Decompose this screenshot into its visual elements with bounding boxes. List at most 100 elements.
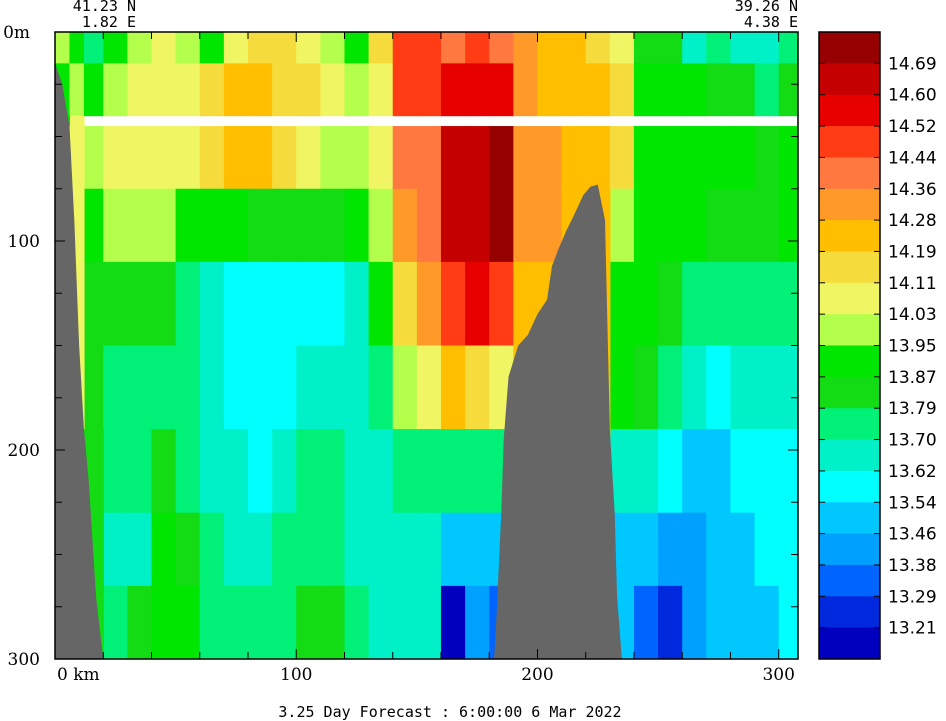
field-cell bbox=[440, 126, 466, 190]
field-cell bbox=[368, 32, 394, 64]
field-cell bbox=[247, 512, 273, 587]
field-cell bbox=[199, 512, 225, 587]
colorbar-swatch bbox=[819, 94, 880, 127]
field-cell bbox=[344, 32, 370, 64]
field-cell bbox=[513, 126, 539, 190]
field-cell bbox=[754, 261, 780, 347]
field-cell bbox=[561, 126, 587, 190]
field-cell bbox=[392, 188, 418, 263]
field-cell bbox=[416, 345, 442, 430]
colorbar: 14.69 14.60 14.52 14.44 14.36 14.28 14.19 14.11… bbox=[818, 31, 937, 660]
field-cell bbox=[392, 345, 418, 430]
field-cell bbox=[368, 585, 394, 659]
field-cell bbox=[320, 126, 346, 190]
field-cell bbox=[223, 32, 249, 64]
field-cell bbox=[465, 32, 490, 64]
field-cell bbox=[682, 585, 707, 659]
field-cell bbox=[416, 512, 442, 587]
field-cell bbox=[730, 585, 756, 659]
field-cell bbox=[730, 126, 756, 190]
seafloor-shelf-left bbox=[55, 32, 104, 659]
field-cell bbox=[537, 32, 563, 64]
field-cell bbox=[272, 512, 297, 587]
field-cell bbox=[778, 126, 798, 190]
field-cell bbox=[440, 345, 466, 430]
field-cell bbox=[127, 429, 153, 514]
colorbar-label: 14.60 bbox=[888, 86, 937, 106]
colorbar-label: 14.11 bbox=[888, 274, 937, 294]
field-cell bbox=[658, 188, 683, 263]
field-cell bbox=[247, 585, 273, 659]
corner-right-lon: 4.38 E bbox=[744, 13, 798, 31]
colorbar-label: 13.38 bbox=[888, 556, 937, 576]
field-cell bbox=[465, 126, 490, 190]
field-cell bbox=[247, 126, 273, 190]
field-cell bbox=[585, 126, 611, 190]
field-cell bbox=[706, 63, 732, 117]
y-surface-label: 0m bbox=[3, 23, 30, 43]
field-cell bbox=[633, 345, 659, 430]
x-tick-label: 100 bbox=[280, 665, 312, 685]
temperature-field bbox=[55, 32, 798, 659]
field-cell bbox=[416, 32, 442, 64]
field-cell bbox=[103, 512, 128, 587]
field-cell bbox=[778, 512, 798, 587]
field-cell bbox=[223, 261, 249, 347]
field-cell bbox=[633, 261, 659, 347]
field-cell bbox=[392, 63, 418, 117]
field-cell bbox=[103, 261, 128, 347]
field-cell bbox=[754, 126, 780, 190]
field-cell bbox=[199, 585, 225, 659]
field-cell bbox=[368, 261, 394, 347]
field-cell bbox=[296, 126, 321, 190]
field-cell bbox=[633, 32, 659, 64]
field-cell bbox=[199, 429, 225, 514]
field-cell bbox=[730, 345, 756, 430]
colorbar-label: 14.69 bbox=[888, 54, 937, 74]
field-cell bbox=[127, 32, 153, 64]
colorbar-swatch bbox=[819, 408, 880, 441]
colorbar-label: 13.62 bbox=[888, 462, 937, 482]
field-cell bbox=[778, 429, 798, 514]
field-cell bbox=[609, 126, 635, 190]
field-cell bbox=[320, 345, 346, 430]
field-cell bbox=[344, 429, 370, 514]
field-cell bbox=[682, 345, 707, 430]
field-cell bbox=[489, 126, 514, 190]
field-cell bbox=[778, 63, 798, 117]
colorbar-swatch bbox=[819, 533, 880, 566]
colorbar-label: 13.46 bbox=[888, 525, 937, 545]
field-cell bbox=[296, 345, 321, 430]
field-cell bbox=[103, 429, 128, 514]
field-cell bbox=[440, 512, 466, 587]
field-cell bbox=[296, 63, 321, 117]
field-cell bbox=[272, 345, 297, 430]
field-cell bbox=[175, 126, 201, 190]
field-cell bbox=[658, 126, 683, 190]
field-cell bbox=[440, 188, 466, 263]
field-cell bbox=[633, 429, 659, 514]
field-cell bbox=[223, 345, 249, 430]
field-cell bbox=[658, 32, 683, 64]
field-cell bbox=[151, 63, 177, 117]
field-cell bbox=[344, 126, 370, 190]
field-cell bbox=[706, 261, 732, 347]
colorbar-swatch bbox=[819, 439, 880, 472]
field-cell bbox=[392, 585, 418, 659]
field-cell bbox=[103, 585, 128, 659]
field-cell bbox=[706, 512, 732, 587]
colorbar-swatch bbox=[819, 470, 880, 503]
field-cell bbox=[272, 126, 297, 190]
colorbar-swatch bbox=[819, 627, 880, 660]
field-cell bbox=[682, 512, 707, 587]
field-cell bbox=[778, 345, 798, 430]
field-cell bbox=[320, 429, 346, 514]
field-cell bbox=[658, 261, 683, 347]
field-cell bbox=[465, 429, 490, 514]
field-cell bbox=[682, 429, 707, 514]
field-cell bbox=[83, 126, 104, 190]
field-cell bbox=[247, 63, 273, 117]
field-cell bbox=[127, 261, 153, 347]
forecast-caption: 3.25 Day Forecast : 6:00:00 6 Mar 2022 bbox=[278, 703, 621, 721]
field-cell bbox=[682, 32, 707, 64]
